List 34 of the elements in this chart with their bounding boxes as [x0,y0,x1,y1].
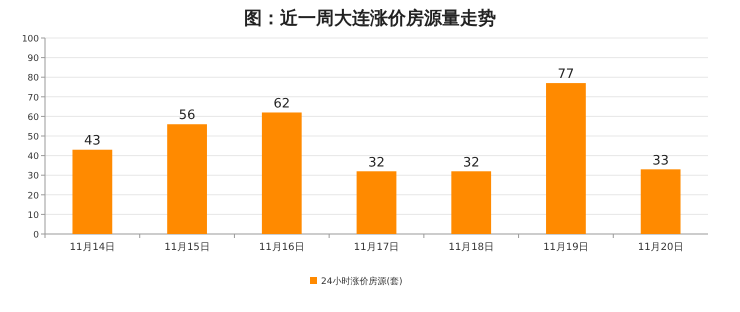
bar [546,83,586,234]
y-tick-label: 50 [28,132,40,142]
bar [640,169,681,234]
y-tick-label: 10 [28,210,40,221]
y-tick-label: 100 [22,34,40,44]
y-tick-label: 30 [28,172,40,182]
x-tick-label: 11月17日 [354,242,400,253]
y-tick-label: 70 [28,93,40,104]
legend-label: 24小时涨价房源(套) [321,276,402,287]
data-label: 32 [368,155,385,170]
data-label: 43 [84,134,101,149]
chart-title: 图：近一周大连涨价房源量走势 [244,8,496,29]
y-tick-label: 40 [28,152,40,162]
y-tick-label: 20 [28,191,40,202]
x-tick-label: 11月16日 [259,242,305,253]
y-tick-label: 90 [28,54,40,64]
x-tick-label: 11月19日 [543,242,589,253]
bar [262,112,302,234]
data-label: 56 [178,108,196,124]
data-label: 32 [462,155,480,170]
data-label: 33 [652,153,669,168]
y-tick-label: 0 [33,230,40,240]
x-tick-label: 11月14日 [70,242,116,253]
bar [167,124,207,234]
data-label: 62 [274,96,290,112]
bar [72,150,112,234]
data-label: 77 [558,67,574,82]
y-tick-label: 60 [28,112,40,123]
x-tick-label: 11月15日 [164,242,210,253]
x-tick-label: 11月20日 [638,242,684,253]
y-tick-label: 80 [28,74,40,84]
bar [356,171,396,234]
bar [451,171,492,234]
x-tick-label: 11月18日 [448,242,494,253]
